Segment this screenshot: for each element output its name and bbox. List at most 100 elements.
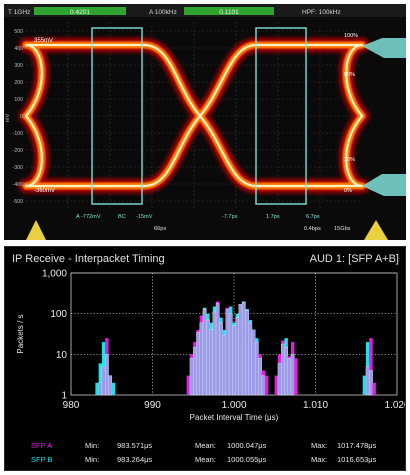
- histogram-bar-overlap: [202, 308, 207, 396]
- histogram-bar-overlap: [261, 375, 266, 396]
- histogram-bar-sfp-a: [294, 358, 298, 395]
- histogram-bar-overlap: [365, 366, 370, 396]
- stats-min-label: Min:: [85, 441, 100, 450]
- histogram-bar-overlap: [206, 319, 210, 396]
- eye-label-bc: BC: [118, 214, 126, 220]
- eye-label-a: A -772mV: [76, 214, 101, 220]
- eye-y-tick-label: 100: [14, 97, 23, 103]
- stats-mean-label: Mean:: [195, 441, 216, 450]
- histogram-bar-overlap: [238, 304, 243, 396]
- histogram-bar-sfp-a: [369, 338, 373, 395]
- eye-mask-wedge-bottom: [362, 174, 406, 196]
- eye-mask-right[interactable]: [255, 27, 307, 205]
- stats-min-value: 983.264μs: [117, 455, 153, 464]
- histogram-y-tick-label: 100: [50, 309, 67, 320]
- histogram-bar-sfp-a: [372, 382, 376, 395]
- eye-level-bar-left[interactable]: [34, 7, 126, 15]
- eye-value-left: 0.4201: [70, 9, 90, 16]
- eye-label-rate: 0.4bps: [304, 226, 321, 232]
- histogram-bar-overlap: [108, 375, 112, 396]
- eye-label-mv: -15mV: [136, 214, 153, 220]
- histogram-bar-overlap: [225, 308, 230, 396]
- eye-value-mid: 0.1101: [219, 9, 239, 16]
- eye-y-tick-label: -500: [13, 199, 23, 205]
- eye-y-tick-label: -100: [13, 131, 23, 137]
- stats-min-label: Min:: [85, 455, 100, 464]
- histogram-x-tick-label: 980: [63, 400, 80, 411]
- histogram-bar-overlap: [245, 310, 249, 396]
- eye-pct-0: 0%: [344, 188, 352, 194]
- histogram-bar-overlap: [212, 311, 217, 396]
- eye-pct-100: 100%: [344, 33, 358, 39]
- eye-label-ps: 66ps: [154, 226, 166, 232]
- eye-y-tick-label: 400: [14, 46, 23, 52]
- eye-pct-80: 80%: [344, 72, 355, 78]
- eye-mask-left[interactable]: [91, 27, 143, 205]
- histogram-bar-overlap: [222, 334, 227, 396]
- histogram-bar-overlap: [98, 382, 103, 396]
- stats-name-sfp-b: SFP B: [31, 455, 53, 464]
- eye-y-tick-label: 200: [14, 80, 23, 86]
- histogram-bar-overlap: [104, 354, 109, 396]
- eye-diagram-panel: T 1GHz 0.4201 A 100kHz 0.1101 HPF: 100kH…: [4, 4, 406, 240]
- histogram-bar-sfp-a: [186, 375, 191, 395]
- eye-label-skew3: 6.7ps: [306, 214, 320, 220]
- stats-max-label: Max:: [311, 441, 328, 450]
- eye-channel-left: T 1GHz: [8, 9, 30, 16]
- histogram-x-axis-label: Packet Interval Time (μs): [190, 413, 279, 422]
- histogram-bars: [95, 301, 376, 396]
- ip-source-label[interactable]: AUD 1: [SFP A+B]: [309, 253, 399, 265]
- eye-label-skew2: 1.7ps: [266, 214, 280, 220]
- histogram-y-tick-label: 1: [61, 391, 67, 402]
- histogram-x-tick-label: 1.000: [221, 400, 246, 411]
- eye-y-tick-label: -400: [13, 182, 23, 188]
- histogram-bar-sfp-b: [111, 382, 116, 395]
- eye-bottom-labels: A -772mV BC -15mV 66ps -7.7ps 1.7ps 6.7p…: [76, 214, 351, 232]
- histogram-x-tick-label: 1.010: [303, 400, 328, 411]
- eye-hpf-label: HPF: 100kHz: [302, 9, 341, 16]
- histogram-bar-overlap: [232, 325, 236, 396]
- histogram-bar-overlap: [199, 322, 204, 396]
- stats-max-value: 1017.478μs: [337, 441, 377, 450]
- eye-yellow-marker-right: [364, 220, 388, 240]
- eye-y-tick-label: 300: [14, 63, 23, 69]
- histogram-bar-overlap: [248, 322, 253, 396]
- eye-level-bar-mid[interactable]: [184, 7, 274, 15]
- eye-traces: [19, 38, 369, 193]
- stats-mean-value: 1000.047μs: [227, 441, 267, 450]
- histogram-bar-sfp-a: [264, 375, 269, 395]
- histogram-bar-sfp-b: [95, 382, 99, 395]
- stats-mean-value: 1000.055μs: [227, 455, 267, 464]
- stats-row-sfp-a: SFP A Min: 983.571μs Mean: 1000.047μs Ma…: [5, 441, 405, 452]
- histogram-y-tick-label: 10: [56, 350, 68, 361]
- eye-bottom-level: -360mV: [34, 188, 55, 194]
- histogram-bar-sfp-b: [362, 375, 367, 395]
- ip-panel-title: IP Receive - Interpacket Timing: [12, 253, 165, 265]
- eye-label-skew1: -7.7ps: [222, 214, 238, 220]
- stats-max-label: Max:: [311, 455, 328, 464]
- histogram-x-tick-label: 990: [144, 400, 161, 411]
- histogram-bar-overlap: [281, 343, 285, 396]
- stats-table: SFP A Min: 983.571μs Mean: 1000.047μs Ma…: [5, 423, 405, 471]
- histogram-bar-overlap: [277, 363, 282, 396]
- ip-receive-panel: IP Receive - Interpacket Timing AUD 1: […: [4, 246, 406, 471]
- histogram-y-axis-label: Packets / s: [16, 314, 25, 353]
- histogram-bar-overlap: [219, 322, 223, 396]
- stats-row-sfp-b: SFP B Min: 983.264μs Mean: 1000.055μs Ma…: [5, 455, 405, 466]
- histogram-bar-overlap: [241, 302, 246, 396]
- histogram-y-tick-label: 1,000: [42, 269, 67, 280]
- eye-diagram-plot: T 1GHz 0.4201 A 100kHz 0.1101 HPF: 100kH…: [4, 4, 406, 240]
- eye-label-speed: 15Gbs: [334, 226, 351, 232]
- histogram-bar-sfp-b: [98, 363, 103, 395]
- stats-name-sfp-a: SFP A: [31, 441, 53, 450]
- histogram-bar-overlap: [258, 358, 262, 396]
- histogram-bar-overlap: [287, 358, 292, 396]
- histogram-bar-overlap: [196, 332, 201, 396]
- histogram-bar-overlap: [101, 366, 106, 396]
- histogram-bar-overlap: [215, 303, 220, 396]
- eye-y-tick-label: 500: [14, 29, 23, 35]
- histogram-bar-overlap: [284, 347, 289, 396]
- eye-pct-20: 20%: [344, 157, 355, 163]
